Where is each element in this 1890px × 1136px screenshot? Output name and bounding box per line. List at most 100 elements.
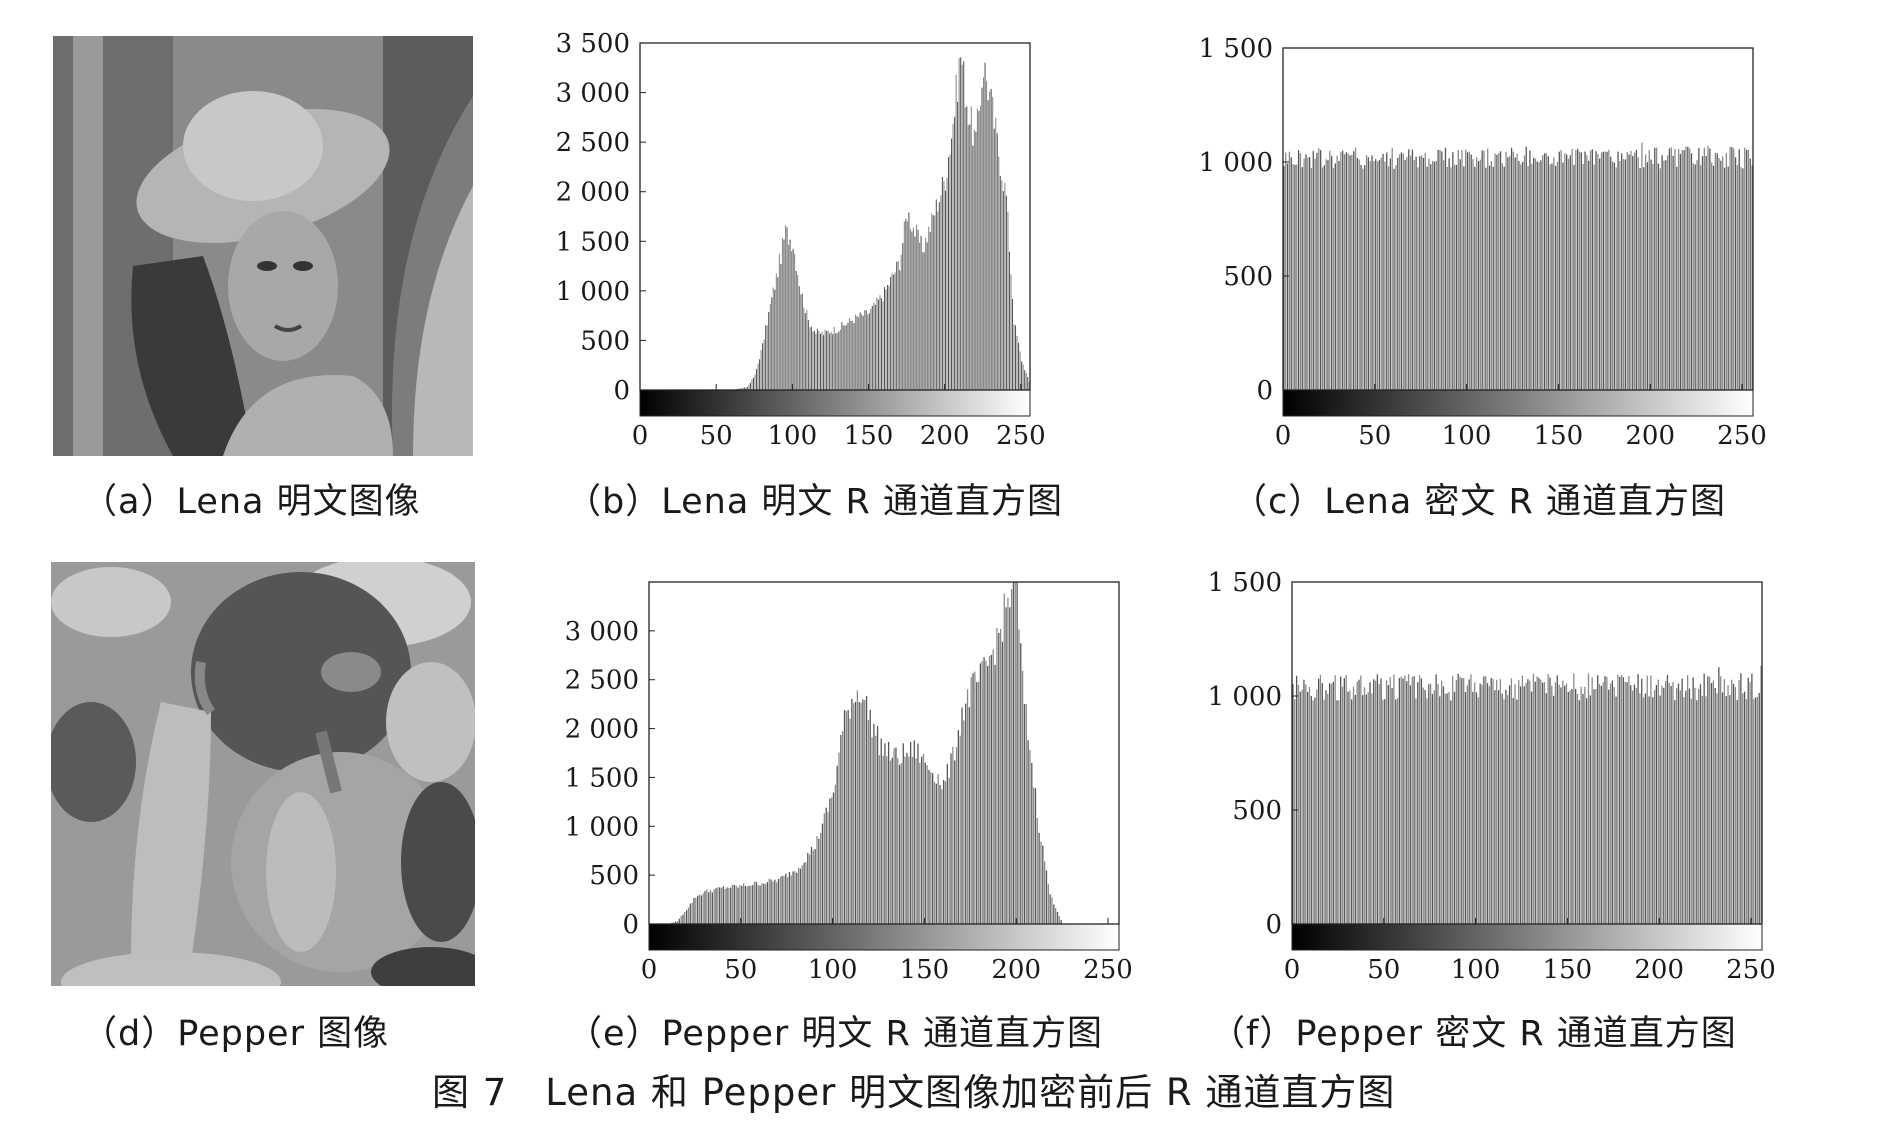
histogram-bar bbox=[1316, 152, 1318, 390]
histogram-bar bbox=[1674, 148, 1676, 390]
histogram-bar bbox=[786, 877, 789, 924]
histogram-bar bbox=[1492, 166, 1494, 390]
lena-plain-r-histogram: 0 500 1 000 1 500 2 000 2 500 3 000 3 500 0 50 100… bbox=[556, 29, 1046, 451]
histogram-bar bbox=[1010, 589, 1013, 924]
histogram-bar bbox=[708, 892, 710, 924]
histogram-bar bbox=[842, 325, 844, 390]
histogram-bar bbox=[1722, 156, 1724, 390]
histogram-bar bbox=[1413, 160, 1415, 390]
histogram-bar bbox=[1380, 678, 1382, 924]
histogram-bar bbox=[750, 885, 752, 924]
histogram-bar bbox=[1637, 157, 1639, 390]
histogram-bar bbox=[1580, 686, 1582, 924]
histogram-bar bbox=[1001, 641, 1004, 924]
histogram-bar bbox=[1448, 158, 1450, 390]
histogram-bar bbox=[764, 883, 767, 924]
histogram-bar bbox=[1687, 675, 1689, 924]
histogram-bar bbox=[832, 334, 834, 390]
histogram-bar bbox=[1391, 687, 1393, 924]
histogram-bar bbox=[698, 894, 701, 924]
histogram-bar bbox=[893, 274, 895, 390]
histogram-bar bbox=[1556, 161, 1559, 390]
histogram-bar bbox=[1407, 674, 1410, 924]
y-tick-label: 3 000 bbox=[565, 617, 639, 647]
histogram-bar bbox=[1342, 150, 1344, 390]
histogram-bar bbox=[1354, 147, 1357, 390]
histogram-bar bbox=[855, 314, 857, 390]
x-tick-label: 250 bbox=[1717, 421, 1767, 451]
histogram-bar bbox=[1013, 324, 1015, 390]
histogram-bar bbox=[963, 720, 965, 924]
histogram-bar bbox=[1364, 165, 1366, 390]
histogram-bar bbox=[816, 329, 819, 390]
histogram-bar bbox=[1742, 693, 1744, 924]
histogram-bar bbox=[1299, 691, 1301, 924]
histogram-bar bbox=[759, 359, 761, 390]
histogram-bar bbox=[1608, 689, 1610, 924]
histogram-bar bbox=[952, 746, 954, 924]
x-tick-label: 0 bbox=[632, 421, 649, 451]
histogram-bar bbox=[1556, 675, 1558, 924]
histogram-bar bbox=[948, 777, 950, 924]
histogram-bar bbox=[877, 299, 879, 390]
histogram-bar bbox=[1749, 682, 1751, 924]
histogram-bar bbox=[754, 374, 756, 390]
histogram-bar bbox=[993, 128, 995, 390]
histogram-bar bbox=[972, 673, 974, 924]
histogram-bar bbox=[1622, 677, 1625, 924]
histogram-bar bbox=[1587, 673, 1590, 924]
histogram-bar bbox=[757, 884, 759, 924]
x-tick-label: 200 bbox=[1634, 955, 1684, 985]
histogram-bar bbox=[1024, 370, 1026, 390]
histogram-bar bbox=[777, 277, 779, 390]
histogram-bar bbox=[1477, 161, 1480, 390]
histogram-bar bbox=[804, 313, 806, 390]
histogram-bar bbox=[1720, 160, 1722, 390]
histogram-bar bbox=[1635, 149, 1638, 390]
histogram-bar bbox=[972, 145, 974, 390]
pepper-photo bbox=[51, 562, 475, 986]
histogram-bar bbox=[827, 330, 829, 390]
histogram-bar bbox=[1424, 689, 1426, 924]
histogram-bar bbox=[1609, 683, 1612, 924]
histogram-bar bbox=[1729, 146, 1731, 390]
histogram-bar bbox=[1367, 692, 1369, 924]
histogram-bar bbox=[797, 275, 799, 390]
histogram-bar bbox=[1628, 154, 1630, 390]
panel-a-caption: （a）Lena 明文图像 bbox=[82, 482, 421, 522]
histogram-bars bbox=[669, 582, 1062, 924]
histogram-bar bbox=[1307, 157, 1309, 390]
histogram-bar bbox=[1020, 643, 1022, 924]
histogram-bar bbox=[1340, 151, 1342, 390]
histogram-bar bbox=[1688, 688, 1691, 924]
histogram-bar bbox=[1292, 164, 1294, 390]
histogram-bar bbox=[1466, 685, 1468, 924]
histogram-bar bbox=[1016, 582, 1018, 924]
histogram-bar bbox=[1523, 155, 1526, 390]
histogram-bar bbox=[1466, 152, 1469, 390]
histogram-bar bbox=[891, 757, 893, 924]
histogram-bar bbox=[1371, 693, 1373, 924]
histogram-bar bbox=[1563, 685, 1566, 924]
histogram-bar bbox=[1678, 149, 1680, 390]
histogram-bar bbox=[1597, 154, 1599, 390]
histogram-bar bbox=[1294, 164, 1296, 390]
histogram-bar bbox=[1744, 147, 1746, 390]
histogram-bar bbox=[1492, 678, 1494, 924]
histogram-bar bbox=[1395, 165, 1397, 390]
histogram-bar bbox=[976, 682, 978, 924]
histogram-bar bbox=[1025, 704, 1027, 924]
histogram-bar bbox=[1731, 679, 1733, 924]
histogram-bar bbox=[777, 879, 780, 924]
histogram-bar bbox=[1021, 361, 1023, 390]
histogram-bar bbox=[858, 317, 860, 390]
histogram-bar bbox=[978, 110, 980, 390]
histogram-bar bbox=[1499, 151, 1502, 390]
histogram-bar bbox=[1586, 155, 1588, 390]
histogram-bar bbox=[1683, 150, 1685, 390]
histogram-bar bbox=[809, 327, 811, 390]
histogram-bar bbox=[1718, 667, 1720, 924]
histogram-bar bbox=[1654, 147, 1656, 390]
histogram-bar bbox=[825, 807, 827, 924]
histogram-bar bbox=[1598, 684, 1601, 924]
